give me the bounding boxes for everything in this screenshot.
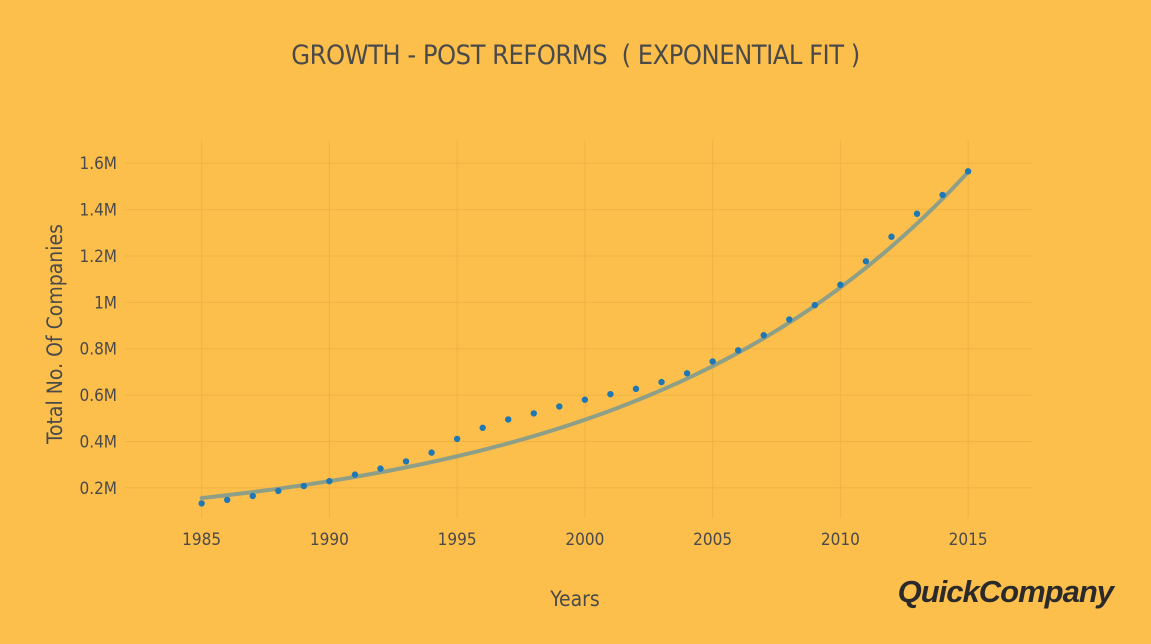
data-point bbox=[556, 403, 563, 410]
x-tick-label: 2005 bbox=[693, 530, 732, 550]
data-point bbox=[862, 258, 870, 265]
x-axis-label: Years bbox=[549, 587, 600, 611]
data-point bbox=[428, 449, 435, 456]
data-points-group bbox=[198, 168, 972, 507]
data-point bbox=[581, 396, 589, 403]
y-tick-label: 1M bbox=[94, 293, 117, 313]
data-point bbox=[888, 233, 895, 240]
data-point bbox=[223, 496, 231, 504]
y-tick-label: 0.2M bbox=[79, 479, 117, 499]
data-point bbox=[811, 301, 819, 309]
x-tick-label: 1985 bbox=[182, 530, 221, 550]
data-point bbox=[760, 332, 767, 339]
data-point bbox=[837, 281, 844, 288]
data-point bbox=[607, 390, 614, 398]
y-axis-label: Total No. Of Companies bbox=[43, 224, 67, 445]
y-tick-label: 0.6M bbox=[79, 386, 117, 406]
data-point bbox=[326, 477, 333, 485]
data-point bbox=[351, 471, 359, 478]
data-point bbox=[683, 370, 691, 377]
data-point bbox=[505, 416, 512, 423]
data-point bbox=[479, 424, 486, 431]
data-point bbox=[709, 358, 716, 365]
x-tick-labels: 1985 1990 1995 2000 2005 2010 2015 bbox=[182, 530, 987, 550]
data-point bbox=[658, 378, 665, 386]
x-tick-label: 2000 bbox=[565, 530, 604, 550]
data-point bbox=[249, 492, 256, 500]
data-point bbox=[530, 410, 537, 417]
x-tick-label: 2015 bbox=[949, 530, 988, 550]
data-point bbox=[377, 465, 384, 472]
x-tick-label: 1995 bbox=[438, 530, 477, 550]
data-point bbox=[275, 487, 282, 495]
data-point bbox=[300, 482, 308, 490]
chart-title: GROWTH - POST REFORMS ( EXPONENTIAL FIT … bbox=[291, 40, 860, 71]
grid-lines bbox=[125, 140, 1032, 518]
quickcompany-logo: QuickCompany bbox=[897, 574, 1114, 609]
data-point bbox=[939, 191, 946, 199]
data-point bbox=[786, 316, 793, 323]
y-tick-labels: 0.2M 0.4M 0.6M 0.8M 1M 1.2M 1.4M 1.6M bbox=[79, 154, 117, 499]
data-point bbox=[632, 385, 640, 393]
data-point bbox=[964, 168, 972, 175]
x-tick-label: 1990 bbox=[310, 530, 349, 550]
y-tick-label: 1.2M bbox=[79, 247, 117, 267]
y-tick-label: 0.4M bbox=[79, 432, 117, 452]
y-tick-label: 1.4M bbox=[79, 201, 117, 221]
data-point bbox=[198, 500, 205, 507]
data-point bbox=[402, 458, 410, 465]
data-point bbox=[734, 347, 742, 354]
y-tick-label: 1.6M bbox=[79, 154, 117, 174]
data-point bbox=[453, 435, 461, 443]
x-tick-label: 2010 bbox=[821, 530, 860, 550]
data-point bbox=[913, 210, 921, 217]
y-tick-label: 0.8M bbox=[79, 340, 117, 360]
